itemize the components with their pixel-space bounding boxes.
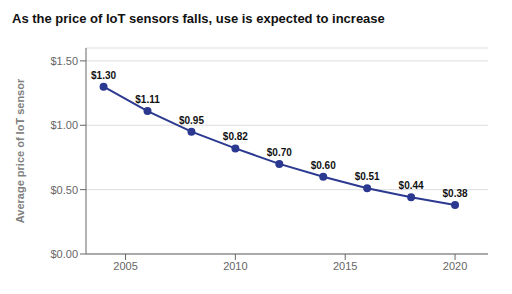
svg-text:$0.51: $0.51 [355, 171, 380, 182]
svg-text:$0.60: $0.60 [311, 160, 336, 171]
svg-text:$0.00: $0.00 [50, 248, 78, 260]
svg-text:$0.38: $0.38 [443, 188, 468, 199]
svg-text:2015: 2015 [333, 260, 357, 272]
svg-text:$0.70: $0.70 [267, 147, 292, 158]
svg-text:$1.50: $1.50 [50, 55, 78, 67]
svg-text:$0.44: $0.44 [399, 180, 424, 191]
svg-text:2020: 2020 [443, 260, 467, 272]
svg-text:$0.95: $0.95 [179, 115, 204, 126]
svg-text:2010: 2010 [223, 260, 247, 272]
html-text:As the price of IoT sensors fa: As the price of IoT sensors falls, use i… [12, 11, 385, 26]
svg-text:$1.00: $1.00 [50, 119, 78, 131]
svg-text:$0.50: $0.50 [50, 184, 78, 196]
svg-text:$1.30: $1.30 [91, 70, 116, 81]
svg-text:Average price of IoT sensor: Average price of IoT sensor [14, 78, 26, 223]
svg-text:$1.11: $1.11 [135, 94, 160, 105]
svg-text:2005: 2005 [113, 260, 137, 272]
svg-text:$0.82: $0.82 [223, 131, 248, 142]
